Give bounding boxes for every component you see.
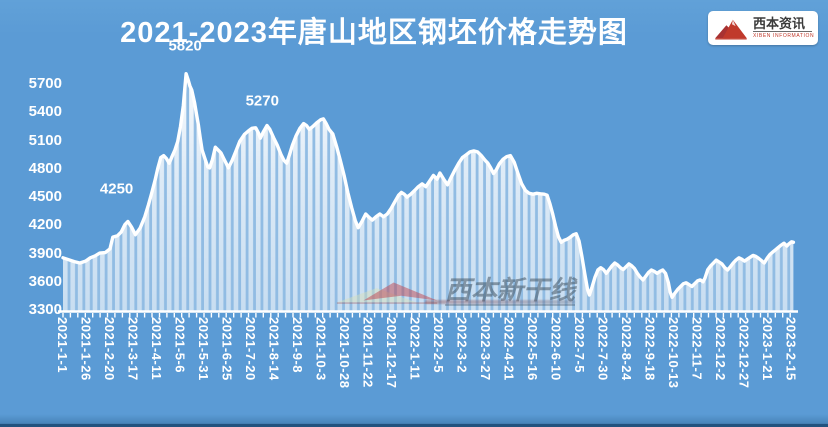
chart-title: 2021-2023年唐山地区钢坯价格走势图	[120, 17, 628, 49]
x-axis-label: 2021-7-20	[243, 317, 258, 381]
x-axis-label: 2022-9-18	[642, 317, 658, 381]
x-axis-label: 2021-10-28	[337, 317, 352, 389]
x-axis-label: 2021-3-17	[125, 317, 141, 381]
x-axis-label: 2023-2-15	[783, 317, 799, 381]
logo-subtitle: XIBEN INFORMATION	[753, 33, 815, 39]
y-axis-label: 4500	[28, 188, 62, 205]
y-axis-label: 5400	[28, 103, 62, 121]
data-label-5820: 5820	[168, 37, 202, 55]
x-axis-label: 2021-1-1	[55, 317, 70, 374]
x-axis-label: 2021-5-31	[196, 317, 211, 381]
y-axis-label: 5700	[28, 75, 62, 92]
price-line	[61, 71, 796, 299]
x-axis-label: 2022-2-5	[431, 317, 446, 374]
data-label-4250: 4250	[99, 180, 134, 198]
logo-mountain-icon	[715, 19, 747, 40]
x-axis-label: 2021-4-11	[149, 317, 164, 381]
x-axis-label: 2022-6-10	[548, 317, 564, 381]
x-axis-label: 2022-10-13	[666, 317, 681, 389]
y-axis-label: 3300	[28, 301, 62, 318]
brand-logo: 西本资讯 XIBEN INFORMATION	[708, 11, 818, 45]
x-axis-label: 2022-1-11	[407, 317, 423, 381]
x-axis-label: 2022-11-7	[689, 317, 705, 381]
x-axis-label: 2022-3-2	[454, 317, 470, 374]
x-axis-label: 2022-12-2	[713, 317, 728, 381]
x-axis-label: 2021-2-20	[102, 317, 117, 381]
y-axis-label: 4200	[28, 216, 62, 234]
y-axis-label: 5100	[28, 131, 62, 149]
x-axis-label: 2022-12-27	[736, 317, 752, 389]
price-area-fill	[63, 73, 794, 311]
x-axis-label: 2021-1-26	[78, 317, 94, 381]
logo-brand-name: 西本资讯	[753, 17, 812, 32]
bottom-edge-strip	[0, 424, 828, 427]
x-axis-label: 2021-5-6	[172, 317, 188, 374]
plot-area	[58, 71, 798, 318]
x-axis-label: 2022-4-21	[501, 317, 517, 381]
x-axis-label: 2022-8-24	[619, 317, 634, 381]
x-axis-label: 2022-7-30	[595, 317, 611, 381]
y-axis-label: 3600	[28, 272, 62, 290]
data-label-5270: 5270	[245, 92, 279, 110]
x-axis-label: 2021-9-8	[290, 317, 305, 374]
x-axis-label: 2022-5-16	[525, 317, 540, 381]
x-axis-label: 2021-6-25	[219, 317, 235, 381]
x-axis-label: 2022-7-5	[572, 317, 587, 374]
x-axis-label: 2021-10-3	[313, 317, 329, 381]
logo-text: 西本资讯 XIBEN INFORMATION	[753, 17, 815, 39]
y-axis-label: 3900	[28, 244, 62, 262]
x-axis-label: 2021-11-22	[360, 317, 376, 388]
x-axis-ticks	[62, 313, 791, 318]
x-axis-label: 2021-12-17	[384, 317, 399, 389]
x-axis-label: 2022-3-27	[478, 317, 493, 381]
x-axis-label: 2021-8-14	[266, 317, 282, 381]
y-axis-label: 4800	[28, 159, 62, 177]
x-axis-label: 2023-1-21	[760, 317, 775, 381]
